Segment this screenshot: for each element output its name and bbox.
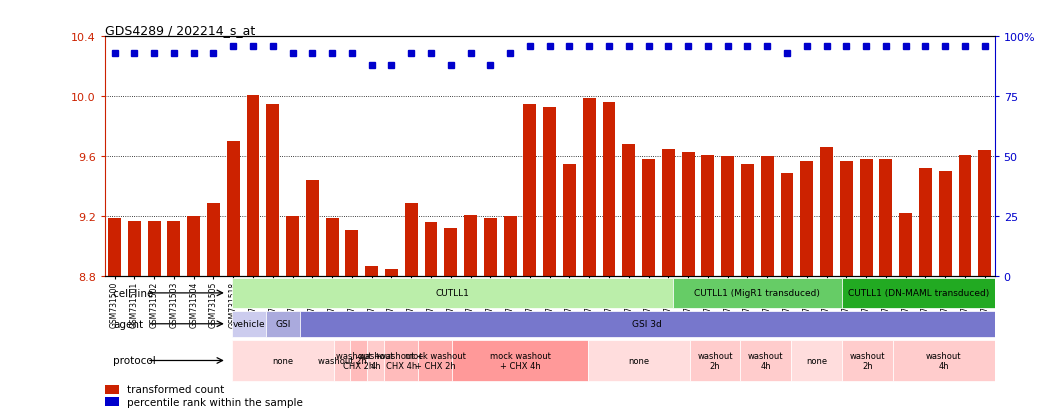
Bar [662,150,674,277]
Bar [919,169,932,277]
Bar [425,223,438,277]
Bar [721,157,734,277]
Text: cell line: cell line [113,288,154,298]
Text: washout 2h: washout 2h [317,356,366,365]
Bar [128,221,140,277]
Bar [740,340,792,381]
Bar [444,229,458,277]
Text: mock washout
+ CHX 2h: mock washout + CHX 2h [405,351,466,370]
Bar [385,269,398,277]
Bar [524,104,536,277]
Bar [672,278,842,308]
Text: washout
2h: washout 2h [850,351,886,370]
Bar [939,172,952,277]
Bar [405,203,418,277]
Bar [231,340,334,381]
Text: washout +
CHX 4h: washout + CHX 4h [379,351,424,370]
Bar [346,230,358,277]
Bar [741,164,754,277]
Bar [351,340,367,381]
Bar [326,218,338,277]
Bar [504,217,516,277]
Bar [978,151,992,277]
Bar [299,311,995,337]
Bar [266,104,280,277]
Bar [682,152,694,277]
Bar [959,155,972,277]
Bar [792,340,842,381]
Bar [879,160,892,277]
Bar [622,145,636,277]
Text: GDS4289 / 202214_s_at: GDS4289 / 202214_s_at [105,24,255,37]
Bar [840,161,852,277]
Bar [419,340,452,381]
Bar [452,340,587,381]
Bar [105,397,118,406]
Bar [642,160,655,277]
Bar [207,203,220,277]
Bar [187,217,200,277]
Bar [583,99,596,277]
Text: CUTLL1 (DN-MAML transduced): CUTLL1 (DN-MAML transduced) [848,289,989,298]
Bar [105,385,118,394]
Bar [761,157,774,277]
Text: percentile rank within the sample: percentile rank within the sample [127,397,303,407]
Text: vehicle: vehicle [232,320,265,328]
Bar [701,155,714,277]
Text: transformed count: transformed count [127,384,224,394]
Bar [231,311,266,337]
Bar [543,107,556,277]
Bar [842,340,893,381]
Text: washout +
CHX 2h: washout + CHX 2h [336,351,381,370]
Bar [484,218,496,277]
Text: CUTLL1: CUTLL1 [436,289,469,298]
Bar [148,221,160,277]
Bar [563,164,576,277]
Bar [800,161,814,277]
Text: none: none [272,356,293,365]
Bar [247,95,260,277]
Bar [820,148,833,277]
Bar [464,215,477,277]
Bar [860,160,872,277]
Bar [690,340,740,381]
Text: mock washout
+ CHX 4h: mock washout + CHX 4h [490,351,551,370]
Text: washout
2h: washout 2h [697,351,733,370]
Text: none: none [806,356,827,365]
Bar [266,311,299,337]
Bar [893,340,995,381]
Bar [365,266,378,277]
Bar [306,181,318,277]
Bar [334,340,351,381]
Bar [781,173,794,277]
Text: GSI 3d: GSI 3d [632,320,662,328]
Text: washout
4h: washout 4h [926,351,961,370]
Bar [603,103,616,277]
Text: protocol: protocol [113,356,156,366]
Text: none: none [628,356,649,365]
Bar [231,278,672,308]
Bar [286,217,299,277]
Bar [367,340,384,381]
Bar [384,340,419,381]
Bar [842,278,995,308]
Bar [108,218,121,277]
Bar [899,214,912,277]
Text: washout
4h: washout 4h [358,351,394,370]
Bar [227,142,240,277]
Text: agent: agent [113,319,143,329]
Text: GSI: GSI [275,320,290,328]
Bar [587,340,690,381]
Bar [168,221,180,277]
Text: washout
4h: washout 4h [748,351,783,370]
Text: CUTLL1 (MigR1 transduced): CUTLL1 (MigR1 transduced) [694,289,820,298]
